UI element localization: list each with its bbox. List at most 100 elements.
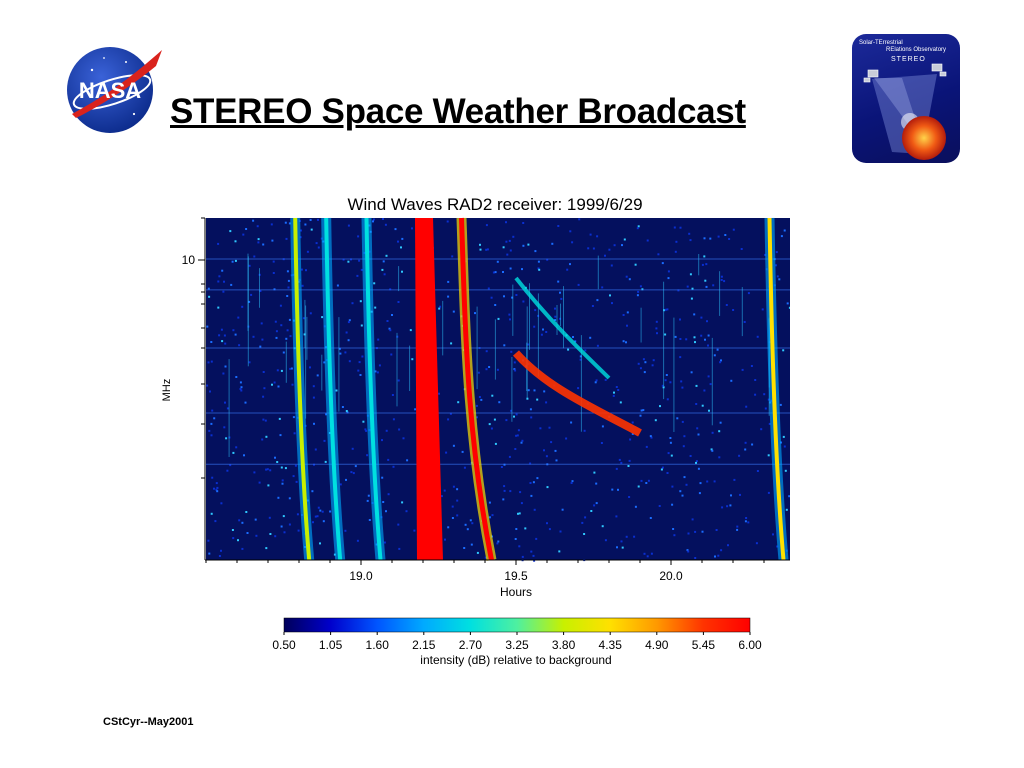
noise-speck [533, 559, 536, 562]
noise-speck [221, 269, 224, 272]
noise-speck [534, 250, 537, 253]
noise-speck [625, 275, 628, 278]
noise-speck [522, 222, 525, 224]
noise-speck [241, 521, 244, 524]
noise-speck [207, 361, 210, 364]
noise-speck [514, 448, 517, 450]
noise-speck [456, 499, 459, 502]
noise-speck [636, 294, 639, 297]
noise-speck [639, 285, 642, 288]
noise-speck [506, 253, 509, 256]
noise-speck [779, 403, 782, 406]
noise-speck [768, 422, 771, 425]
noise-speck [500, 466, 503, 468]
noise-speck [288, 222, 291, 225]
noise-speck [268, 516, 271, 519]
noise-speck [373, 282, 376, 285]
noise-speck [223, 334, 226, 337]
noise-speck [274, 320, 277, 323]
noise-speck [717, 235, 720, 238]
noise-speck [260, 322, 263, 325]
noise-speck [383, 541, 386, 544]
noise-speck [325, 413, 328, 416]
noise-speck [210, 422, 213, 425]
noise-speck [302, 317, 305, 320]
noise-speck [636, 227, 639, 230]
type3-burst [293, 217, 312, 561]
noise-speck [514, 369, 517, 372]
noise-speck [695, 403, 698, 405]
noise-speck [583, 429, 586, 432]
noise-speck [622, 340, 625, 343]
noise-speck [324, 460, 327, 463]
noise-speck [516, 434, 519, 437]
noise-speck [341, 406, 344, 408]
noise-speck [513, 361, 516, 364]
colorbar-tick-label: 4.35 [599, 638, 623, 652]
noise-speck [223, 426, 226, 429]
noise-speck [358, 259, 361, 262]
noise-speck [282, 515, 285, 518]
noise-speck [783, 445, 786, 448]
noise-speck [444, 538, 446, 541]
noise-speck [401, 501, 404, 504]
noise-speck [517, 429, 520, 432]
noise-speck [683, 476, 686, 479]
noise-speck [240, 386, 243, 389]
noise-speck [747, 521, 750, 524]
noise-speck [485, 368, 488, 371]
noise-speck [608, 248, 611, 251]
noise-speck [476, 551, 479, 554]
noise-speck [235, 446, 238, 449]
noise-speck [356, 274, 359, 277]
type3-burst [364, 217, 383, 561]
noise-speck [378, 364, 381, 367]
noise-speck [289, 335, 292, 338]
noise-speck [741, 368, 744, 371]
noise-speck [679, 356, 682, 359]
colorbar-tick-label: 2.15 [412, 638, 436, 652]
noise-speck [661, 384, 664, 387]
noise-speck [257, 241, 260, 244]
noise-speck [743, 321, 746, 323]
noise-speck [720, 279, 723, 281]
noise-speck [382, 260, 385, 263]
noise-speck [493, 418, 496, 421]
noise-speck [726, 505, 729, 508]
noise-speck [527, 343, 530, 346]
noise-speck [471, 522, 474, 525]
noise-speck [259, 345, 262, 348]
intense-type3-burst [415, 218, 443, 560]
noise-speck [664, 333, 667, 336]
noise-speck [750, 365, 753, 367]
noise-speck [348, 360, 351, 363]
noise-speck [581, 521, 584, 524]
noise-speck [615, 386, 618, 388]
noise-speck [687, 550, 690, 553]
noise-speck [230, 283, 233, 286]
noise-speck [695, 460, 698, 463]
noise-speck [579, 355, 582, 358]
noise-speck [545, 455, 548, 458]
noise-speck [237, 316, 240, 319]
noise-speck [339, 483, 342, 486]
noise-speck [590, 510, 593, 512]
noise-speck [679, 226, 682, 229]
noise-speck [496, 368, 499, 371]
noise-speck [713, 354, 716, 357]
noise-speck [470, 543, 473, 546]
noise-speck [672, 528, 675, 530]
noise-speck [550, 441, 553, 444]
noise-speck [767, 491, 770, 494]
noise-speck [611, 302, 613, 305]
noise-speck [347, 339, 350, 342]
noise-speck [755, 542, 758, 545]
noise-speck [487, 287, 490, 290]
noise-speck [226, 407, 229, 410]
noise-speck [220, 502, 223, 505]
noise-speck [357, 369, 360, 372]
noise-speck [265, 435, 268, 438]
noise-speck [643, 371, 646, 374]
noise-speck [557, 280, 560, 283]
noise-speck [557, 225, 560, 227]
